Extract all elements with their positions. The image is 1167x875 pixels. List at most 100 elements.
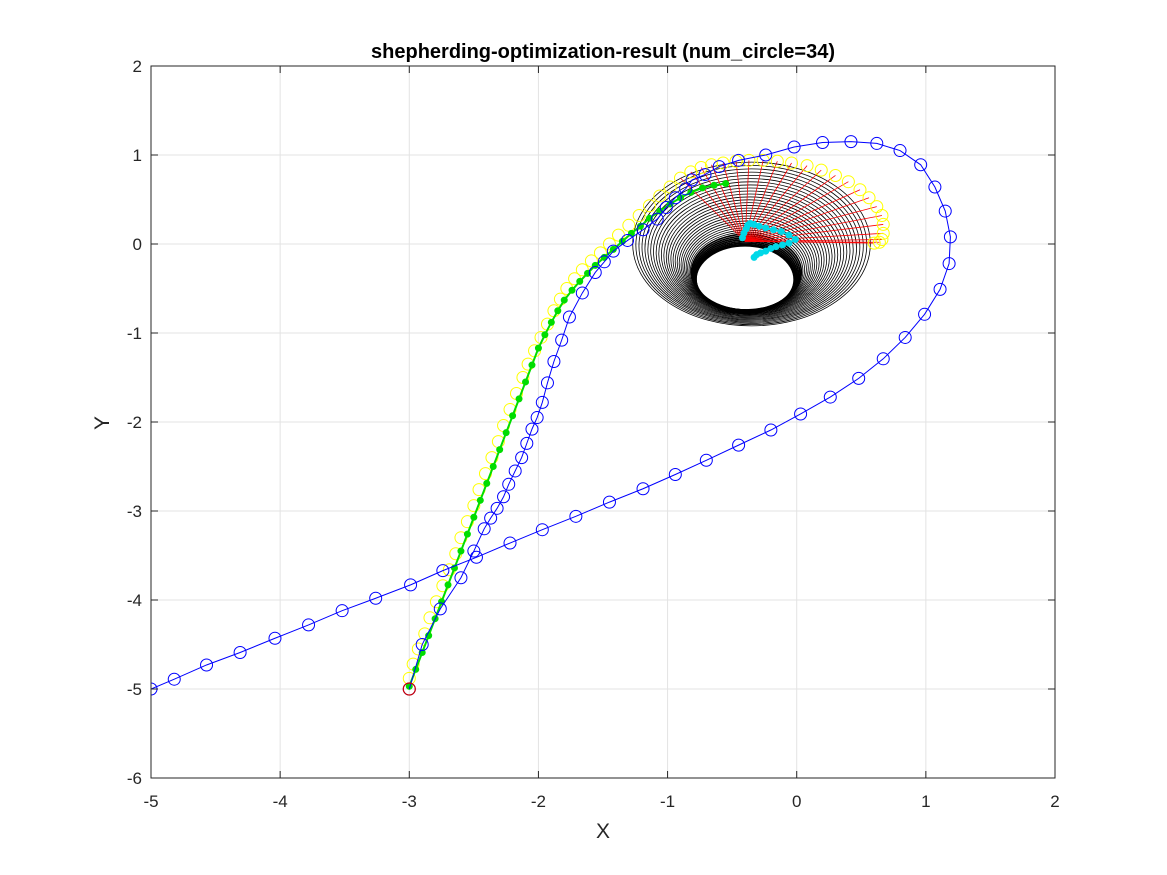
data-point xyxy=(918,307,932,321)
data-point xyxy=(369,591,383,605)
data-point xyxy=(591,261,599,269)
data-point xyxy=(554,307,562,315)
data-point xyxy=(642,199,656,213)
data-point xyxy=(632,209,646,223)
black-circle xyxy=(650,181,851,320)
data-point xyxy=(547,354,561,368)
data-point xyxy=(560,296,568,304)
y-tick-label: 1 xyxy=(133,146,142,165)
data-point xyxy=(233,646,247,660)
data-point xyxy=(463,530,471,538)
black-circle xyxy=(663,196,836,316)
data-point xyxy=(876,217,890,231)
data-point xyxy=(588,265,602,279)
data-point xyxy=(575,286,589,300)
data-point xyxy=(823,390,837,404)
data-point xyxy=(755,222,763,230)
data-point xyxy=(584,254,598,268)
red-line xyxy=(690,171,746,242)
data-point xyxy=(898,330,912,344)
y-tick-label: -3 xyxy=(127,502,142,521)
data-point xyxy=(779,241,787,249)
data-point xyxy=(853,183,867,197)
data-point xyxy=(509,412,517,420)
data-point xyxy=(568,286,576,294)
data-point xyxy=(535,395,549,409)
data-point xyxy=(668,468,682,482)
data-point xyxy=(653,189,667,203)
data-point xyxy=(597,255,611,269)
plot-content xyxy=(151,135,957,696)
data-point xyxy=(872,235,886,249)
data-point xyxy=(816,136,830,150)
data-point xyxy=(777,228,785,236)
red-line xyxy=(745,239,882,242)
y-tick-label: -1 xyxy=(127,324,142,343)
red-line xyxy=(711,164,746,242)
black-circle xyxy=(668,202,830,314)
y-tick-label: -5 xyxy=(127,680,142,699)
data-point xyxy=(503,536,517,550)
y-tick-label: -2 xyxy=(127,413,142,432)
x-tick-label: -5 xyxy=(143,792,158,811)
red-line xyxy=(722,162,746,242)
data-point xyxy=(942,257,956,271)
data-point xyxy=(841,175,855,189)
data-point xyxy=(454,571,468,585)
black-circle xyxy=(658,190,842,317)
data-point xyxy=(875,209,889,223)
data-point xyxy=(562,310,576,324)
data-point xyxy=(540,376,554,390)
data-point xyxy=(710,181,718,189)
data-point xyxy=(575,263,589,277)
red-line xyxy=(744,161,778,242)
data-point xyxy=(764,423,778,437)
data-point xyxy=(268,631,282,645)
data-point xyxy=(698,168,712,182)
black-circle xyxy=(676,213,820,312)
data-point xyxy=(785,156,799,170)
red-line xyxy=(744,181,849,242)
plot-area xyxy=(151,135,957,696)
red-line xyxy=(745,224,884,242)
red-line xyxy=(744,165,808,242)
data-point xyxy=(469,550,483,564)
black-circle xyxy=(655,187,845,318)
chart-title: shepherding-optimization-result (num_cir… xyxy=(371,41,835,63)
data-point xyxy=(732,438,746,452)
x-tick-label: 2 xyxy=(1050,792,1059,811)
data-point xyxy=(699,453,713,467)
data-point xyxy=(914,158,928,172)
data-point xyxy=(636,223,650,237)
black-circle xyxy=(644,175,857,322)
data-point xyxy=(477,522,491,536)
data-point xyxy=(943,230,957,244)
data-point xyxy=(476,496,484,504)
data-point xyxy=(415,638,429,651)
data-point xyxy=(636,222,644,230)
data-point xyxy=(457,547,465,555)
data-point xyxy=(791,236,799,244)
y-tick-label: 0 xyxy=(133,235,142,254)
data-point xyxy=(621,233,635,247)
data-point xyxy=(828,168,842,182)
data-point xyxy=(489,463,497,470)
data-point xyxy=(938,204,952,218)
black-circle xyxy=(653,184,848,319)
data-point xyxy=(602,495,616,509)
data-point xyxy=(555,333,569,347)
black-circle xyxy=(672,207,825,313)
x-tick-label: 1 xyxy=(921,792,930,811)
data-point xyxy=(876,352,890,366)
data-point xyxy=(576,277,584,285)
data-point xyxy=(530,411,544,425)
data-point xyxy=(444,581,452,589)
red-line xyxy=(745,240,880,243)
data-point xyxy=(787,140,801,154)
data-point xyxy=(302,618,316,632)
data-point xyxy=(541,331,549,339)
data-point xyxy=(525,422,539,436)
y-axis-ticks: -6 -5 -4 -3 -2 -1 0 1 2 xyxy=(127,57,1055,788)
data-point xyxy=(679,182,693,196)
